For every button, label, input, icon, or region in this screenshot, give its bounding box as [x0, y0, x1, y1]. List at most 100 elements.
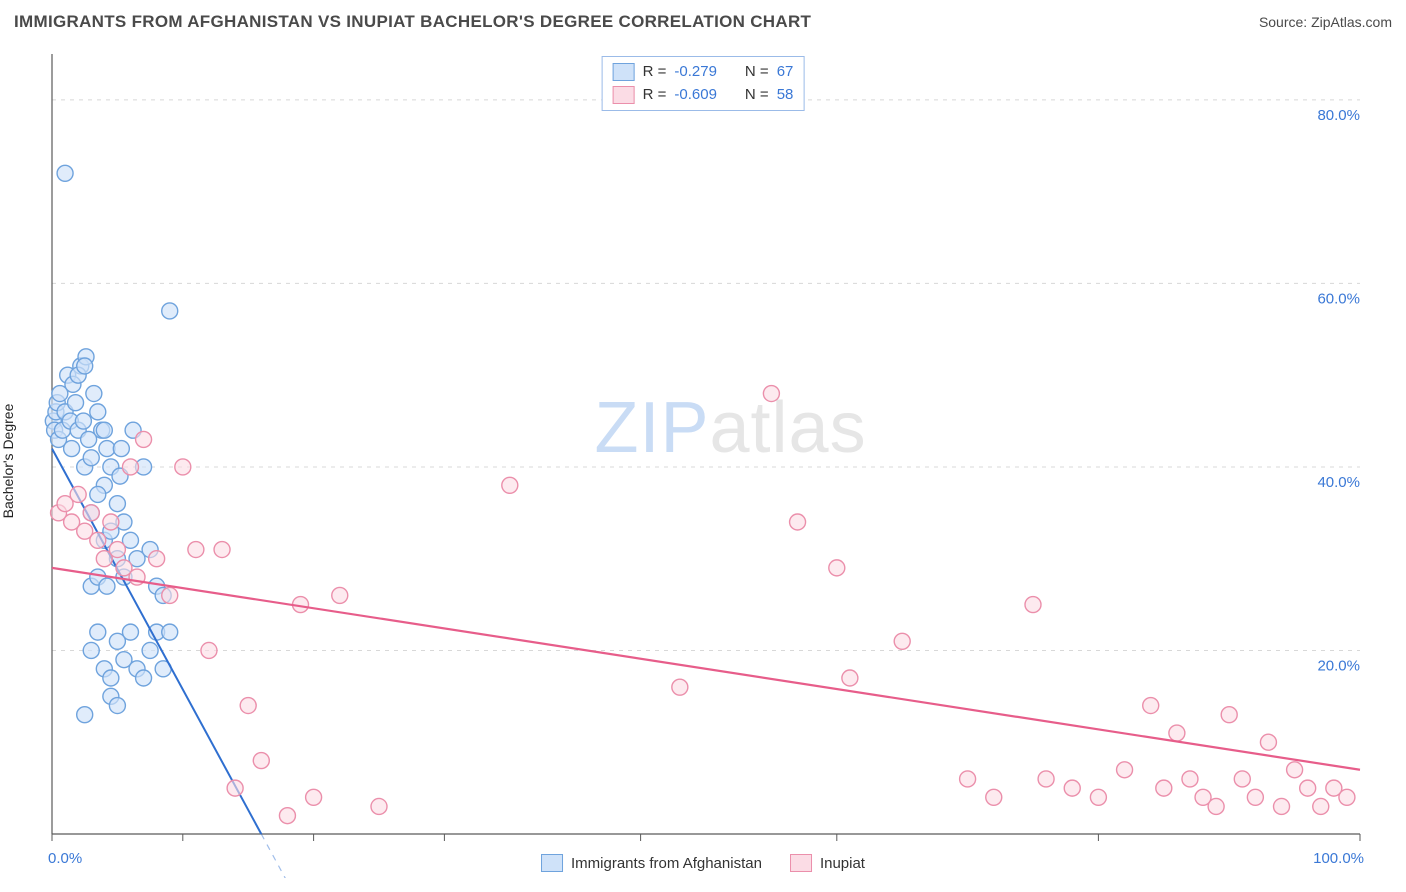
data-point-inupiat — [960, 771, 976, 787]
data-point-inupiat — [1208, 798, 1224, 814]
data-point-inupiat — [227, 780, 243, 796]
trend-line-afghanistan — [52, 449, 261, 834]
data-point-inupiat — [1260, 734, 1276, 750]
data-point-inupiat — [162, 587, 178, 603]
legend-swatch — [790, 854, 812, 872]
data-point-inupiat — [332, 587, 348, 603]
data-point-inupiat — [214, 542, 230, 558]
data-point-inupiat — [1287, 762, 1303, 778]
series-legend: Immigrants from Afghanistan Inupiat — [541, 854, 865, 872]
y-tick-label: 40.0% — [1317, 474, 1360, 491]
series-legend-item: Immigrants from Afghanistan — [541, 854, 762, 872]
data-point-inupiat — [1300, 780, 1316, 796]
y-tick-label: 20.0% — [1317, 657, 1360, 674]
data-point-afghanistan — [109, 496, 125, 512]
data-point-afghanistan — [162, 303, 178, 319]
source-link[interactable]: ZipAtlas.com — [1311, 14, 1392, 30]
chart-title: IMMIGRANTS FROM AFGHANISTAN VS INUPIAT B… — [14, 12, 811, 32]
data-point-afghanistan — [136, 670, 152, 686]
data-point-afghanistan — [64, 441, 80, 457]
data-point-afghanistan — [142, 642, 158, 658]
data-point-afghanistan — [103, 670, 119, 686]
data-point-inupiat — [136, 431, 152, 447]
data-point-inupiat — [306, 789, 322, 805]
data-point-afghanistan — [90, 404, 106, 420]
legend-swatch — [613, 63, 635, 81]
data-point-inupiat — [188, 542, 204, 558]
series-legend-label: Immigrants from Afghanistan — [571, 855, 762, 872]
data-point-inupiat — [1274, 798, 1290, 814]
legend-swatch — [541, 854, 563, 872]
data-point-inupiat — [672, 679, 688, 695]
data-point-afghanistan — [75, 413, 91, 429]
data-point-afghanistan — [57, 165, 73, 181]
correlation-legend-row: R = -0.279N = 67 — [613, 61, 794, 84]
r-label: R = — [643, 61, 667, 84]
data-point-inupiat — [1143, 698, 1159, 714]
data-point-inupiat — [986, 789, 1002, 805]
data-point-inupiat — [1234, 771, 1250, 787]
data-point-inupiat — [894, 633, 910, 649]
data-point-inupiat — [1313, 798, 1329, 814]
data-point-inupiat — [502, 477, 518, 493]
data-point-inupiat — [1221, 707, 1237, 723]
data-point-inupiat — [83, 505, 99, 521]
data-point-inupiat — [240, 698, 256, 714]
data-point-inupiat — [90, 532, 106, 548]
trend-line-inupiat — [52, 568, 1360, 770]
data-point-inupiat — [1064, 780, 1080, 796]
r-value: -0.609 — [674, 84, 717, 107]
data-point-inupiat — [1038, 771, 1054, 787]
data-point-afghanistan — [90, 624, 106, 640]
data-point-afghanistan — [99, 578, 115, 594]
series-legend-label: Inupiat — [820, 855, 865, 872]
x-axis-min-label: 0.0% — [48, 850, 82, 867]
data-point-afghanistan — [96, 422, 112, 438]
n-label: N = — [745, 84, 769, 107]
data-point-inupiat — [175, 459, 191, 475]
data-point-inupiat — [122, 459, 138, 475]
data-point-inupiat — [279, 808, 295, 824]
data-point-inupiat — [1090, 789, 1106, 805]
data-point-afghanistan — [77, 707, 93, 723]
data-point-inupiat — [1025, 597, 1041, 613]
data-point-afghanistan — [68, 395, 84, 411]
r-label: R = — [643, 84, 667, 107]
data-point-inupiat — [253, 753, 269, 769]
series-legend-item: Inupiat — [790, 854, 865, 872]
data-point-afghanistan — [77, 358, 93, 374]
y-tick-label: 60.0% — [1317, 290, 1360, 307]
data-point-inupiat — [1247, 789, 1263, 805]
correlation-legend: R = -0.279N = 67R = -0.609N = 58 — [602, 56, 805, 111]
data-point-inupiat — [790, 514, 806, 530]
data-point-inupiat — [70, 486, 86, 502]
r-value: -0.279 — [674, 61, 717, 84]
scatter-chart: 20.0% 40.0% 60.0% 80.0% — [14, 44, 1392, 878]
n-label: N = — [745, 61, 769, 84]
source-prefix: Source: — [1259, 14, 1311, 30]
chart-header: IMMIGRANTS FROM AFGHANISTAN VS INUPIAT B… — [14, 12, 1392, 32]
data-point-afghanistan — [86, 386, 102, 402]
data-point-inupiat — [103, 514, 119, 530]
data-point-afghanistan — [122, 624, 138, 640]
data-point-inupiat — [1339, 789, 1355, 805]
data-point-inupiat — [829, 560, 845, 576]
data-point-inupiat — [371, 798, 387, 814]
data-point-afghanistan — [113, 441, 129, 457]
data-point-afghanistan — [99, 441, 115, 457]
data-point-inupiat — [1117, 762, 1133, 778]
data-point-afghanistan — [90, 486, 106, 502]
data-point-inupiat — [149, 551, 165, 567]
data-point-inupiat — [763, 386, 779, 402]
correlation-legend-row: R = -0.609 N = 58 — [613, 84, 794, 107]
n-value: 58 — [777, 84, 794, 107]
trend-line-ext-afghanistan — [261, 834, 418, 878]
data-point-afghanistan — [162, 624, 178, 640]
data-point-afghanistan — [83, 450, 99, 466]
data-point-inupiat — [1182, 771, 1198, 787]
legend-swatch — [613, 86, 635, 104]
data-point-inupiat — [1169, 725, 1185, 741]
data-point-inupiat — [842, 670, 858, 686]
data-point-afghanistan — [83, 642, 99, 658]
y-tick-label: 80.0% — [1317, 107, 1360, 124]
